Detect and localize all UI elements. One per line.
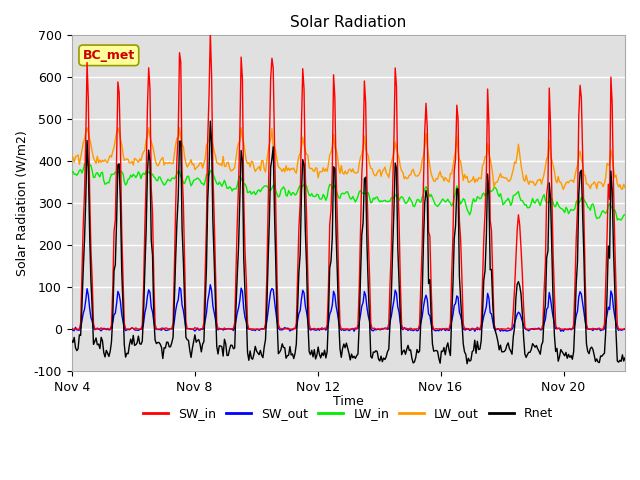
Legend: SW_in, SW_out, LW_in, LW_out, Rnet: SW_in, SW_out, LW_in, LW_out, Rnet: [138, 402, 558, 425]
X-axis label: Time: Time: [333, 395, 364, 408]
Y-axis label: Solar Radiation (W/m2): Solar Radiation (W/m2): [15, 131, 28, 276]
Text: BC_met: BC_met: [83, 49, 135, 62]
Title: Solar Radiation: Solar Radiation: [290, 15, 406, 30]
